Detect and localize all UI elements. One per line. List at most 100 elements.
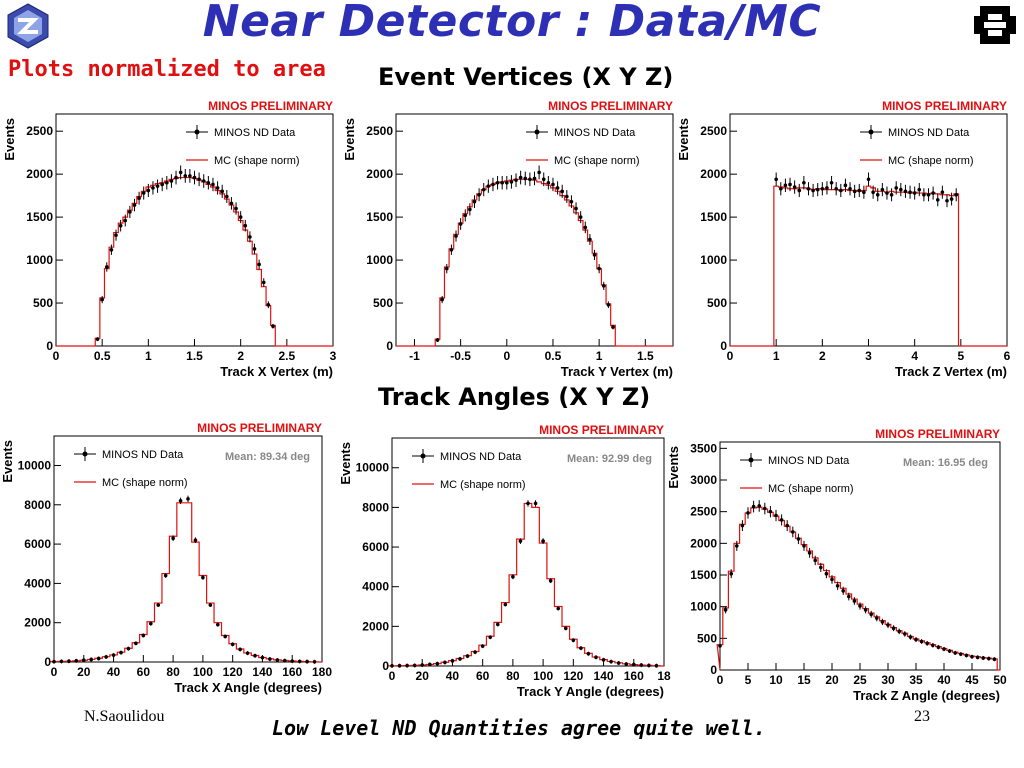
data-point [435, 661, 440, 666]
data-point [141, 191, 146, 195]
data-point [885, 191, 889, 195]
data-point [111, 653, 116, 657]
data-point [947, 649, 952, 653]
x-tick-label: 0 [503, 349, 510, 363]
preliminary-label: MINOS PRELIMINARY [548, 99, 673, 113]
data-point [146, 188, 151, 193]
y-axis-label: Events [666, 446, 681, 489]
data-point [555, 186, 560, 190]
data-point [935, 198, 940, 202]
data-point [197, 177, 201, 182]
preliminary-label: MINOS PRELIMINARY [875, 427, 1000, 441]
x-tick-label: 35 [909, 673, 923, 687]
data-point [959, 652, 963, 656]
data-point [174, 175, 178, 180]
data-point [208, 603, 213, 607]
data-point [500, 180, 504, 185]
data-point [796, 537, 801, 541]
data-point [178, 499, 183, 503]
y-tick-label: 4000 [362, 580, 389, 594]
data-point [215, 186, 220, 190]
data-point [903, 632, 907, 636]
y-axis-label: Events [0, 440, 15, 483]
x-tick-label: 15 [797, 673, 811, 687]
data-point [123, 218, 128, 223]
data-point [201, 179, 206, 183]
data-point [601, 658, 606, 662]
x-tick-label: 45 [965, 673, 979, 687]
mean-stat-label: Mean: 89.34 deg [225, 451, 310, 463]
data-point [225, 194, 229, 199]
data-point [440, 297, 444, 302]
data-point [563, 626, 568, 631]
x-tick-label: 160 [282, 665, 302, 679]
x-tick-label: 140 [252, 665, 272, 679]
data-point [624, 662, 629, 666]
data-point [560, 189, 564, 194]
x-tick-label: 100 [533, 669, 553, 683]
y-tick-label: 2000 [690, 536, 717, 550]
data-point [763, 506, 767, 511]
data-point [473, 650, 477, 654]
data-point [579, 646, 583, 650]
data-point [511, 574, 515, 579]
data-point [862, 190, 866, 194]
data-point [505, 180, 509, 185]
data-point [574, 206, 578, 211]
x-tick-label: 0 [727, 349, 734, 363]
y-tick-label: 1000 [366, 253, 393, 267]
legend-data-label: MINOS ND Data [214, 127, 296, 139]
legend-data-dot [748, 457, 754, 463]
data-point [188, 174, 192, 178]
data-point [548, 578, 553, 583]
data-point [806, 186, 811, 191]
data-point [908, 635, 913, 639]
data-point [132, 203, 137, 207]
data-point [390, 664, 394, 668]
y-tick-label: 1500 [366, 210, 393, 224]
data-point [788, 182, 792, 187]
x-tick-label: 0 [53, 349, 60, 363]
mc-histogram [50, 502, 322, 663]
data-point [261, 280, 266, 285]
y-tick-label: 2500 [700, 124, 727, 138]
data-point [942, 647, 946, 651]
data-point [578, 215, 583, 219]
y-tick-label: 10000 [356, 461, 390, 475]
y-tick-label: 0 [386, 339, 393, 353]
data-point [565, 194, 569, 199]
data-point [95, 337, 100, 341]
data-point [746, 511, 750, 515]
data-point [811, 188, 815, 193]
data-point [229, 201, 234, 206]
legend-data-dot [420, 453, 426, 459]
data-point [160, 182, 164, 187]
data-point [305, 659, 309, 664]
data-point [192, 175, 197, 180]
plot-frame [729, 113, 1008, 347]
x-tick-label: 3 [330, 349, 337, 363]
data-point [523, 176, 528, 181]
x-tick-label: 180 [312, 665, 332, 679]
x-tick-label: 5 [745, 673, 752, 687]
data-point [740, 523, 745, 528]
data-point [178, 170, 183, 175]
data-point [518, 539, 523, 543]
plot-frame [391, 437, 665, 667]
mc-histogram [56, 176, 333, 347]
x-tick-label: 1 [596, 349, 603, 363]
data-point [81, 658, 86, 663]
data-point [886, 623, 890, 627]
data-point [987, 656, 991, 661]
mc-histogram [716, 506, 1000, 671]
x-tick-label: 10 [769, 673, 783, 687]
minos-logo-icon [7, 3, 49, 49]
data-point [792, 185, 797, 189]
x-tick-label: 100 [193, 665, 213, 679]
data-point [551, 182, 555, 187]
data-point [412, 663, 417, 668]
data-point [533, 501, 538, 506]
y-axis-label: Events [340, 442, 353, 485]
data-point [954, 192, 959, 197]
x-axis-label: Track Z Angle (degrees) [853, 688, 1000, 703]
